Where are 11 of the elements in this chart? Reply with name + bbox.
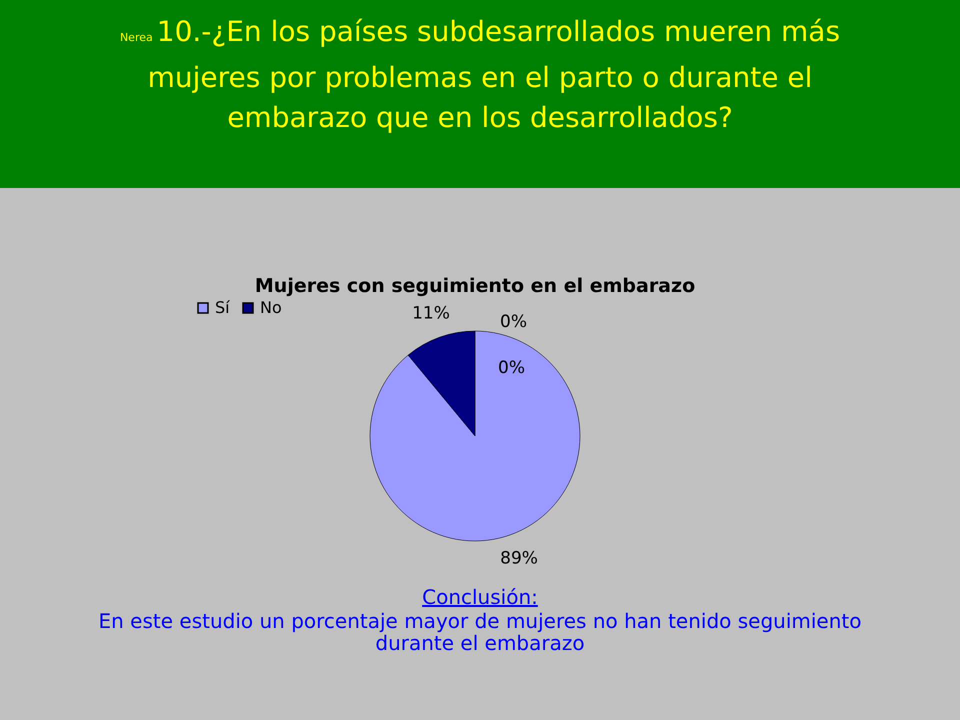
data-label: 11% [412,304,450,324]
legend-label: No [260,298,282,317]
text: En este estudio un porcentaje mayor de mujeres no han tenido seguimiento durante el embarazo [98,609,862,655]
pie-slice [370,330,580,542]
text: Nerea [120,31,153,44]
text: 0% [500,312,527,332]
data-label: 89% [500,548,538,568]
text: Conclusión: [422,585,538,609]
legend-label: Sí [215,298,230,317]
text: 0% [498,358,525,378]
chart-title: Mujeres con seguimiento en el embarazo [254,275,696,297]
